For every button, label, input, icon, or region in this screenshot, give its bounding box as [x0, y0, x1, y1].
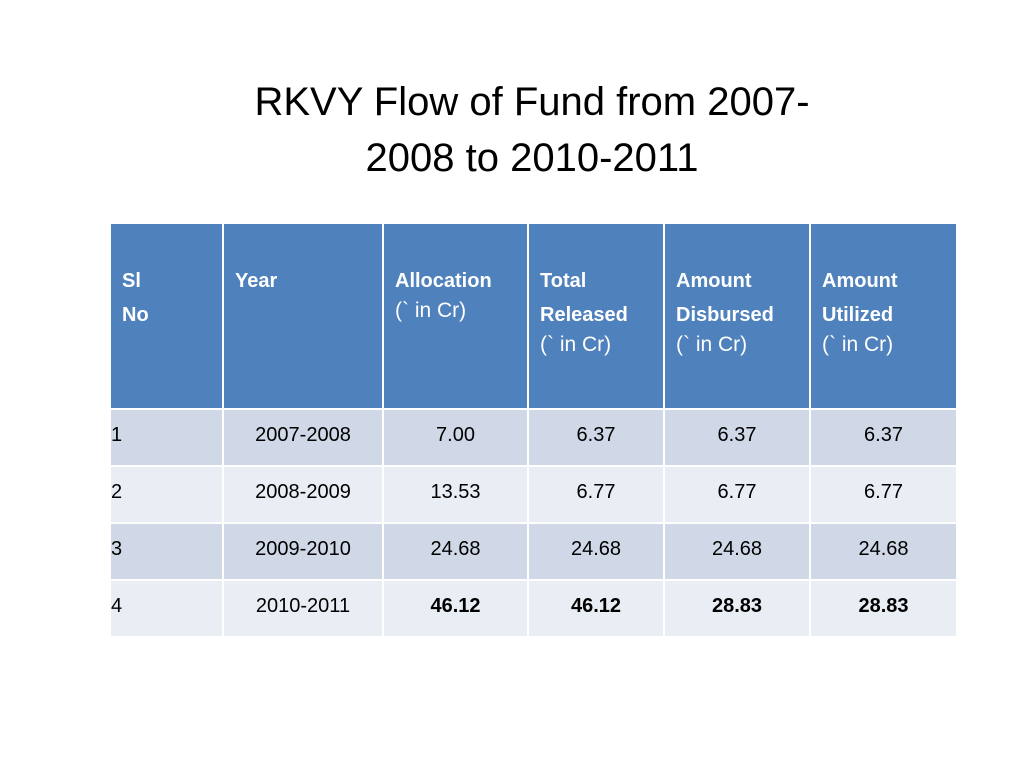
header-sl-no-line-2: No	[122, 304, 149, 326]
header-amount-disbursed-line-2: Disbursed	[676, 304, 774, 326]
cell-year: 2010-2011	[222, 579, 384, 638]
header-total-released-unit: (` in Cr)	[540, 333, 612, 356]
header-amount-utilized-unit: (` in Cr)	[822, 333, 894, 356]
cell-year: 2008-2009	[222, 465, 384, 524]
cell-amount-utilized: 6.37	[809, 408, 958, 467]
header-total-released-line-1: Total	[540, 270, 587, 292]
fund-flow-table: Sl No Year Allocation (` in Cr) Total Re…	[109, 222, 958, 638]
header-allocation-label: Allocation	[395, 270, 492, 292]
header-amount-disbursed: Amount Disbursed (` in Cr)	[663, 222, 811, 410]
table-header-row: Sl No Year Allocation (` in Cr) Total Re…	[109, 222, 958, 410]
header-allocation-unit: (` in Cr)	[395, 299, 467, 322]
cell-sl-no: 2	[109, 465, 224, 524]
table-row: 2 2008-2009 13.53 6.77 6.77 6.77	[109, 465, 958, 524]
cell-total-released: 6.77	[527, 465, 665, 524]
header-year: Year	[222, 222, 384, 410]
cell-amount-disbursed: 28.83	[663, 579, 811, 638]
cell-amount-utilized: 24.68	[809, 522, 958, 581]
cell-allocation: 7.00	[382, 408, 529, 467]
cell-amount-utilized: 6.77	[809, 465, 958, 524]
table-row: 3 2009-2010 24.68 24.68 24.68 24.68	[109, 522, 958, 581]
header-sl-no-line-1: Sl	[122, 270, 141, 292]
header-amount-utilized: Amount Utilized (` in Cr)	[809, 222, 958, 410]
header-amount-utilized-line-1: Amount	[822, 270, 898, 292]
cell-amount-disbursed: 24.68	[663, 522, 811, 581]
cell-allocation: 24.68	[382, 522, 529, 581]
cell-amount-utilized: 28.83	[809, 579, 958, 638]
header-total-released: Total Released (` in Cr)	[527, 222, 665, 410]
header-total-released-line-2: Released	[540, 304, 628, 326]
slide-title-line-1: RKVY Flow of Fund from 2007-	[254, 80, 810, 124]
cell-total-released: 46.12	[527, 579, 665, 638]
cell-amount-disbursed: 6.77	[663, 465, 811, 524]
cell-year: 2009-2010	[222, 522, 384, 581]
cell-amount-disbursed: 6.37	[663, 408, 811, 467]
slide-title-line-2: 2008 to 2010-2011	[365, 136, 699, 180]
table-row: 4 2010-2011 46.12 46.12 28.83 28.83	[109, 579, 958, 638]
cell-sl-no: 4	[109, 579, 224, 638]
header-sl-no: Sl No	[109, 222, 224, 410]
header-amount-disbursed-unit: (` in Cr)	[676, 333, 748, 356]
cell-sl-no: 1	[109, 408, 224, 467]
cell-year: 2007-2008	[222, 408, 384, 467]
table-row: 1 2007-2008 7.00 6.37 6.37 6.37	[109, 408, 958, 467]
header-amount-disbursed-line-1: Amount	[676, 270, 752, 292]
header-allocation: Allocation (` in Cr)	[382, 222, 529, 410]
header-year-label: Year	[235, 270, 278, 292]
cell-allocation: 46.12	[382, 579, 529, 638]
cell-sl-no: 3	[109, 522, 224, 581]
header-amount-utilized-line-2: Utilized	[822, 304, 894, 326]
cell-total-released: 6.37	[527, 408, 665, 467]
slide-title: RKVY Flow of Fund from 2007- 2008 to 201…	[112, 74, 952, 186]
cell-allocation: 13.53	[382, 465, 529, 524]
cell-total-released: 24.68	[527, 522, 665, 581]
